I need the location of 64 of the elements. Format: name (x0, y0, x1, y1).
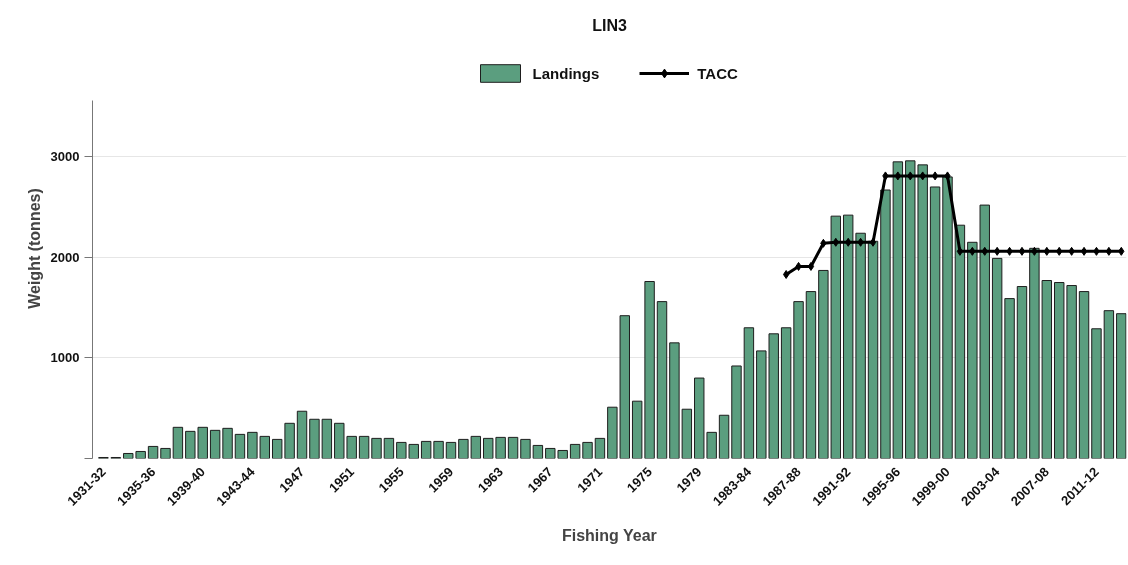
point (907, 171, 914, 181)
point (1006, 246, 1013, 256)
y-tick-label: 1000 (50, 350, 80, 366)
bar (1103, 310, 1115, 459)
point (981, 246, 988, 256)
point (1056, 246, 1063, 256)
legend-label: TACC (697, 64, 738, 82)
point (832, 237, 839, 247)
point (1093, 246, 1100, 256)
bar (1091, 328, 1102, 459)
bar (358, 435, 370, 459)
bar (147, 445, 159, 459)
bar (445, 441, 457, 459)
point (1105, 246, 1113, 256)
bar (594, 437, 606, 459)
point (1080, 246, 1088, 256)
bar (1078, 291, 1090, 459)
point (1068, 246, 1075, 256)
bar (1016, 286, 1028, 459)
point (944, 171, 951, 181)
point (1118, 246, 1125, 256)
point (857, 237, 864, 247)
point (1018, 246, 1026, 256)
bar (371, 437, 382, 459)
point (1043, 246, 1050, 256)
bar (172, 426, 184, 459)
bar (296, 410, 308, 459)
bar (942, 176, 953, 459)
chart-title: LIN3 (592, 16, 627, 34)
bar (743, 327, 755, 459)
point (820, 238, 827, 248)
legend-label: Landings (532, 64, 600, 82)
point (845, 237, 852, 247)
bar (929, 186, 941, 459)
bar (1116, 313, 1127, 459)
bar (569, 443, 581, 459)
point (782, 269, 790, 279)
bar (582, 441, 593, 459)
point (795, 261, 802, 271)
point (931, 171, 939, 181)
bar (805, 291, 817, 459)
bar (160, 447, 171, 459)
point (956, 246, 964, 256)
point (882, 171, 889, 181)
point (993, 246, 1001, 256)
bar (718, 414, 730, 459)
bar (383, 437, 395, 459)
y-tick-label: 2000 (50, 249, 80, 265)
bar (520, 438, 531, 459)
x-axis-title: Fishing Year (561, 526, 657, 544)
point (969, 246, 976, 256)
point (869, 237, 877, 247)
point (1031, 246, 1038, 256)
bar (954, 224, 966, 459)
point (894, 171, 902, 181)
y-tick-label: 3000 (50, 149, 80, 165)
point (919, 171, 926, 181)
bar (234, 433, 246, 459)
bar (867, 240, 879, 459)
bar (731, 365, 742, 459)
bar (532, 444, 544, 459)
y-axis-title: Weight (tonnes) (25, 188, 43, 309)
bar (507, 436, 519, 459)
bar (656, 301, 668, 459)
